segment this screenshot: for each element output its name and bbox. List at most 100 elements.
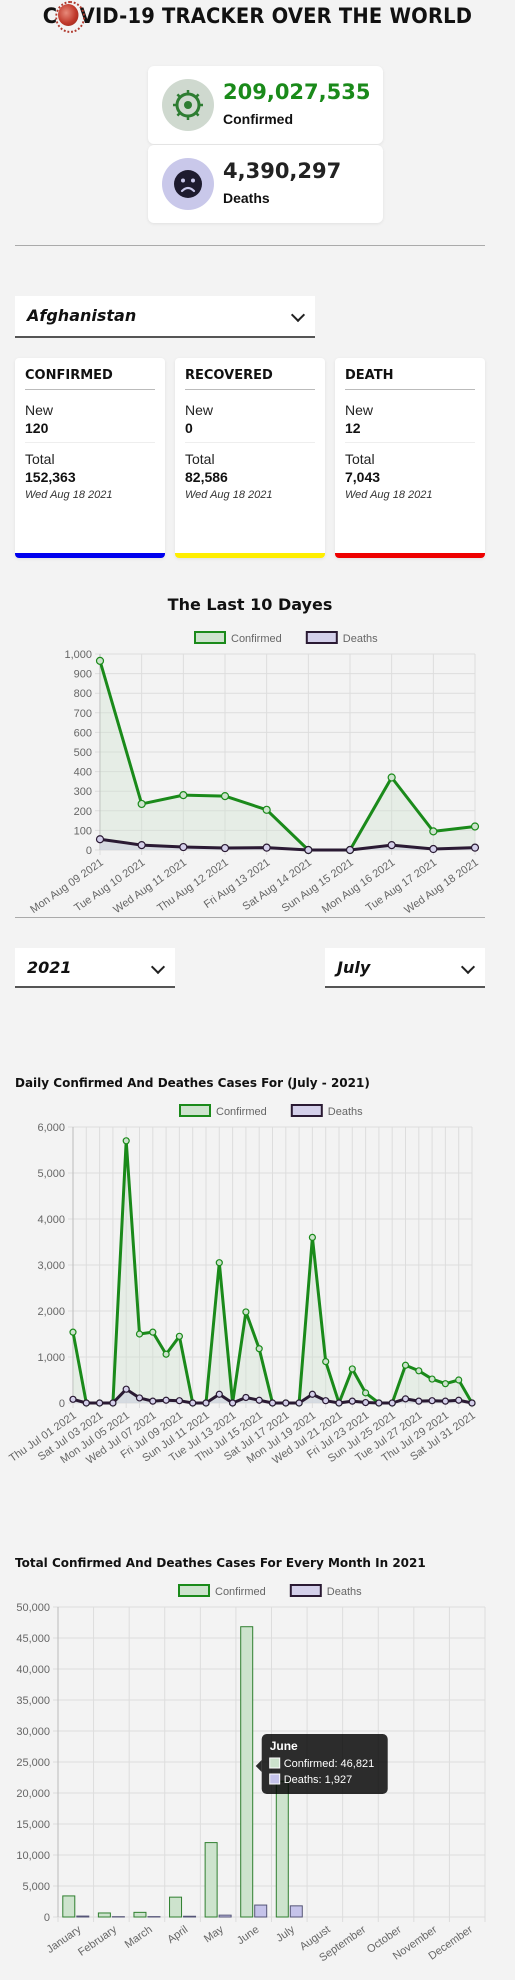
data-point [109, 1399, 117, 1407]
y-tick-label: 6,000 [37, 1122, 65, 1134]
x-tick-label: July [274, 1923, 297, 1944]
y-tick-label: 400 [74, 767, 92, 779]
data-point [95, 1399, 104, 1407]
x-tick-label: February [76, 1923, 119, 1958]
chart-title: Total Confirmed And Deathes Cases For Ev… [15, 1556, 426, 1570]
bar-confirmed [204, 1842, 218, 1918]
data-point [304, 845, 313, 855]
card-date: Wed Aug 18 2021 [25, 489, 113, 501]
data-point [137, 841, 146, 850]
data-point [429, 827, 438, 836]
divider [15, 245, 485, 246]
y-tick-label: 4,000 [37, 1214, 65, 1226]
y-tick-label: 0 [59, 1398, 65, 1410]
month-select[interactable]: July [325, 948, 485, 988]
data-point [308, 1233, 316, 1241]
data-point [415, 1367, 423, 1375]
data-point [335, 1399, 343, 1407]
data-point [262, 843, 271, 852]
data-point [220, 792, 230, 801]
chevron-down-icon [460, 959, 476, 975]
virus-icon [162, 79, 214, 131]
data-point [308, 1390, 316, 1398]
data-point [348, 1397, 356, 1405]
legend-label: Confirmed [215, 1586, 266, 1598]
tooltip-line: Deaths: 1,927 [284, 1774, 353, 1786]
year-select-value: 2021 [27, 958, 72, 977]
data-point [215, 1259, 223, 1267]
y-tick-label: 5,000 [37, 1168, 65, 1180]
data-point [348, 1365, 356, 1373]
year-select[interactable]: 2021 [15, 948, 175, 988]
data-point [135, 1330, 144, 1338]
x-tick-label: Mon Aug 09 2021 [28, 857, 106, 916]
y-tick-label: 10,000 [16, 1850, 50, 1862]
legend-swatch [305, 631, 338, 644]
daily-july-chart: Confirmed Deaths 0 1,000 2,000 3,000 4,000 5,00… [7, 1104, 478, 1467]
data-point [322, 1397, 330, 1405]
data-point [162, 1350, 170, 1358]
data-point [122, 1137, 130, 1145]
data-point [401, 1395, 410, 1403]
chart-title: Daily Confirmed And Deathes Cases For (J… [15, 1076, 370, 1090]
legend-label: Deaths [327, 1586, 362, 1598]
country-select[interactable]: Afghanistan [15, 296, 315, 338]
card-title: RECOVERED [185, 368, 315, 390]
total-label: Total [345, 451, 375, 467]
global-deaths-label: Deaths [223, 190, 270, 206]
y-tick-label: 1,000 [64, 649, 92, 661]
data-point [135, 1394, 144, 1402]
global-confirmed-label: Confirmed [223, 111, 293, 127]
last-10-days-chart: Confirmed Deaths 0 100 200 300 400 500 600 700 800… [28, 631, 481, 917]
global-deaths-card: 4,390,297 Deaths [148, 145, 383, 223]
series-line-deaths [99, 837, 476, 852]
y-tick-label: 0 [86, 845, 92, 857]
title-prefix: C [42, 4, 58, 28]
y-tick-label: 2,000 [37, 1306, 65, 1318]
data-point [162, 1396, 170, 1404]
data-point [470, 843, 480, 852]
bar-confirmed [133, 1911, 147, 1918]
data-point [179, 842, 188, 852]
global-confirmed-card: 209,027,535 Confirmed [148, 66, 383, 144]
bar-confirmed [275, 1780, 289, 1918]
data-point [455, 1396, 463, 1404]
card-title: DEATH [345, 368, 475, 390]
data-point [415, 1397, 423, 1405]
tooltip-line: Confirmed: 46,821 [284, 1758, 375, 1770]
virus-icon [55, 1, 86, 33]
data-point [189, 1399, 197, 1407]
y-tick-label: 20,000 [16, 1788, 50, 1800]
y-tick-label: 40,000 [16, 1664, 50, 1676]
data-point [441, 1380, 449, 1388]
data-point [149, 1328, 157, 1336]
bar-deaths [183, 1915, 197, 1918]
y-tick-label: 30,000 [16, 1726, 50, 1738]
new-label: New [185, 402, 214, 418]
divider [15, 917, 485, 918]
card-color-bar [335, 553, 485, 558]
data-point [179, 791, 188, 800]
legend-swatch [179, 1104, 211, 1117]
y-tick-label: 0 [44, 1912, 50, 1924]
data-point [122, 1385, 130, 1393]
data-point [262, 805, 271, 814]
bar-deaths [218, 1914, 232, 1918]
series-area-confirmed [100, 660, 475, 850]
y-tick-label: 100 [74, 825, 92, 837]
x-tick-label: Sat Aug 14 2021 [241, 857, 315, 913]
data-point [202, 1399, 210, 1407]
tooltip-caret [255, 1760, 262, 1772]
card-color-bar [175, 553, 325, 558]
data-point [362, 1398, 370, 1407]
data-point [429, 844, 438, 854]
x-tick-label: Sun Aug 15 2021 [280, 857, 356, 915]
x-tick-label: Thu Aug 12 2021 [155, 857, 231, 915]
data-point [470, 822, 480, 831]
y-tick-label: 15,000 [16, 1819, 50, 1831]
title-suffix: VID-19 TRACKER OVER THE WORLD [79, 4, 473, 28]
monthly-bar-chart: Confirmed Deaths 0 5,000 10,000 15,000 20,000 2… [16, 1584, 486, 1964]
card-color-bar [15, 553, 165, 558]
legend-swatch [289, 1584, 322, 1597]
month-select-value: July [337, 958, 371, 977]
